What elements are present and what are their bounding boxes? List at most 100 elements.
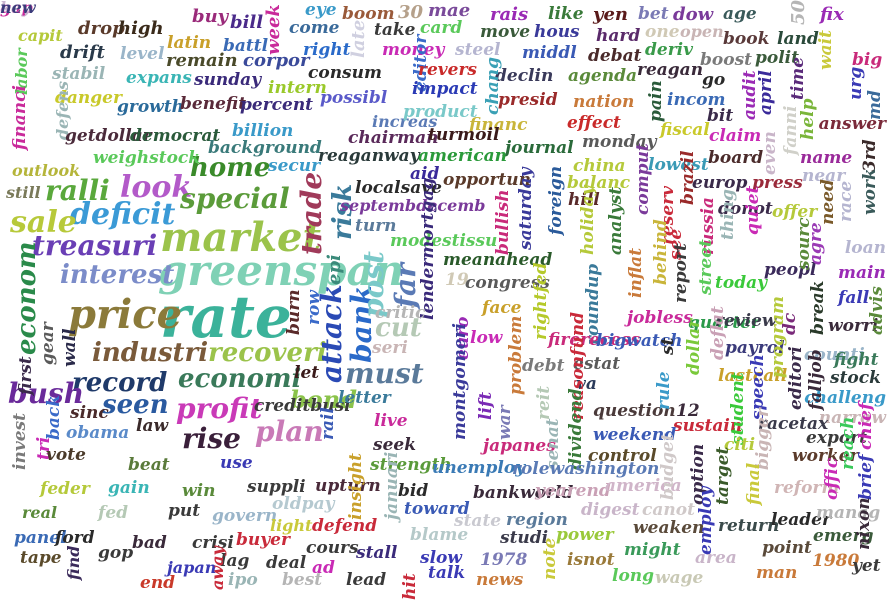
cloud-word: fix <box>820 4 844 25</box>
cloud-word: pain <box>646 80 666 122</box>
cloud-word: interest <box>60 260 175 290</box>
cloud-word: canot <box>642 500 695 520</box>
cloud-word: ad <box>312 558 335 578</box>
cloud-word: fiscal <box>660 120 710 140</box>
cloud-word: america <box>605 476 682 496</box>
cloud-word: reaganway <box>318 146 420 166</box>
cloud-word: export <box>806 428 867 448</box>
cloud-word: racetax <box>758 414 829 434</box>
cloud-word: drift <box>60 42 105 63</box>
cloud-word: point <box>762 538 812 558</box>
cloud-word: bush <box>8 377 85 410</box>
cloud-word: possibl <box>320 88 388 108</box>
cloud-word: hous <box>534 22 580 42</box>
cloud-word: wall <box>60 328 80 367</box>
cloud-word: near <box>802 166 846 186</box>
cloud-word: firerecess <box>548 330 641 350</box>
cloud-word: industri <box>92 338 209 368</box>
cloud-word: bond <box>290 385 358 414</box>
cloud-word: lag <box>220 551 250 571</box>
cloud-word: land <box>777 29 819 49</box>
cloud-word: big <box>852 50 883 70</box>
cloud-word: worker <box>792 446 859 466</box>
cloud-word: reit <box>534 385 554 420</box>
cloud-word: slow <box>420 548 463 568</box>
cloud-word: va <box>576 374 597 394</box>
cloud-word: localsave <box>355 178 442 198</box>
cloud-word: lendermortgag <box>418 177 438 320</box>
cloud-word: home <box>190 153 271 183</box>
cloud-word: japanes <box>483 436 556 456</box>
cloud-word: american <box>418 146 507 166</box>
cloud-word: war <box>495 405 515 440</box>
cloud-word: come <box>289 18 340 38</box>
cloud-word: rail <box>318 407 338 440</box>
cloud-word: name <box>800 148 853 168</box>
cloud-word: row <box>304 290 324 325</box>
cloud-word: defend <box>312 516 378 536</box>
cloud-word: offer <box>772 202 818 222</box>
cloud-word: news <box>476 570 524 590</box>
cloud-word: estat <box>573 354 621 374</box>
cloud-word: lastcall <box>718 366 788 386</box>
cloud-word: gain <box>108 478 150 498</box>
cloud-word: law <box>136 416 169 436</box>
cloud-word: comput <box>633 143 653 215</box>
cloud-word: rise <box>182 422 241 455</box>
cloud-word: quiet <box>743 185 763 235</box>
cloud-word: falljob <box>806 349 826 410</box>
cloud-word: mae <box>428 0 471 21</box>
cloud-word: go <box>702 70 726 90</box>
cloud-word: invest <box>10 413 30 470</box>
cloud-word: move <box>480 22 531 42</box>
cloud-word: weighstock <box>93 148 201 168</box>
cloud-word: tape <box>20 548 62 568</box>
cloud-word: middl <box>522 43 577 63</box>
cloud-word: break <box>808 280 828 335</box>
cloud-word: advis <box>867 286 887 335</box>
cloud-word: away <box>208 546 227 590</box>
cloud-word: 3rd <box>860 139 880 172</box>
cloud-word: sale <box>10 205 77 240</box>
cloud-word: boom <box>342 4 395 24</box>
cloud-word: cours <box>306 538 359 558</box>
cloud-word: one <box>645 22 680 42</box>
cloud-word: septembdecemb <box>340 196 486 215</box>
cloud-word: final <box>744 462 764 505</box>
cloud-word: feder <box>40 479 90 499</box>
cloud-word: area <box>695 548 737 568</box>
cloud-word: presid <box>498 90 558 110</box>
cloud-word: insight <box>346 453 366 520</box>
cloud-word: seri <box>372 338 408 358</box>
cloud-word: suppli <box>247 477 306 497</box>
cloud-word: april <box>756 70 776 115</box>
cloud-word: reform <box>774 478 840 498</box>
cloud-word: far <box>389 263 422 308</box>
cloud-word: card <box>420 18 463 38</box>
cloud-word: still <box>6 183 41 202</box>
cloud-word: long <box>612 566 655 586</box>
cloud-word: sustain <box>673 416 743 436</box>
cloud-word: answer <box>818 114 886 134</box>
cloud-word: economi <box>178 364 302 394</box>
cloud-word: lift <box>476 391 496 420</box>
cloud-word: st <box>658 337 678 355</box>
cloud-word: win <box>182 481 216 501</box>
cloud-word: bigger <box>753 408 773 470</box>
cloud-word: fall <box>838 288 870 308</box>
cloud-word: remain <box>166 50 238 71</box>
cloud-word: dividend <box>566 388 586 470</box>
cloud-word: high <box>118 18 164 39</box>
cloud-word: fed <box>98 503 129 523</box>
cloud-word: press <box>752 173 803 193</box>
cloud-word: 19 <box>445 270 469 290</box>
cloud-word: deal <box>266 553 307 573</box>
cloud-word: china <box>573 156 626 176</box>
cloud-word: light <box>270 516 313 535</box>
cloud-word: bet <box>638 4 669 24</box>
cloud-word: beat <box>128 455 170 475</box>
cloud-word: sinc <box>70 403 109 423</box>
cloud-word: bid <box>398 481 429 501</box>
cloud-word: modestissu <box>390 231 498 251</box>
